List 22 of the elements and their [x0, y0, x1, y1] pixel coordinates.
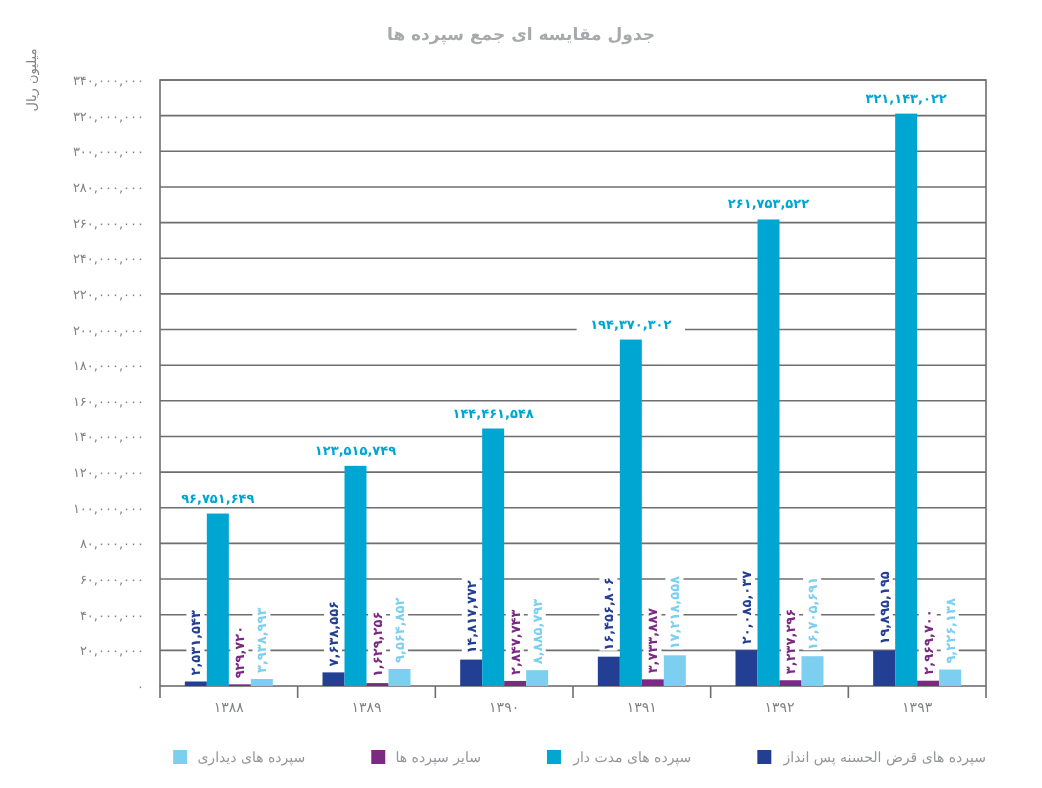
bar	[250, 678, 273, 686]
bar	[482, 428, 505, 686]
bar	[460, 659, 483, 686]
bar	[388, 668, 411, 686]
bar	[917, 680, 940, 686]
bar	[206, 513, 229, 686]
bar	[779, 680, 802, 686]
bar	[757, 219, 780, 686]
bar	[504, 680, 527, 686]
bar	[322, 672, 345, 686]
bar	[663, 655, 686, 686]
bar	[344, 465, 367, 686]
bar	[873, 650, 896, 686]
bar	[597, 656, 620, 686]
bar	[526, 670, 549, 686]
chart-title: جدول مقایسه ای جمع سپرده ها	[387, 26, 655, 46]
bar	[939, 669, 962, 686]
bar	[641, 679, 664, 686]
bar	[895, 113, 918, 686]
bar	[619, 339, 642, 686]
bar	[735, 650, 758, 686]
bar	[801, 656, 824, 686]
